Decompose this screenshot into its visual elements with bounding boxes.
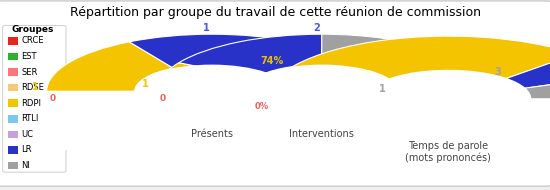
Wedge shape xyxy=(129,34,294,68)
Circle shape xyxy=(245,65,399,118)
Text: 1: 1 xyxy=(203,23,210,32)
Bar xyxy=(8,115,18,123)
Text: Temps de parole
(mots prononcés): Temps de parole (mots prononcés) xyxy=(405,141,491,163)
Text: LR: LR xyxy=(21,145,32,154)
Wedge shape xyxy=(322,34,487,91)
Bar xyxy=(8,37,18,45)
Text: 1: 1 xyxy=(142,79,149,89)
Wedge shape xyxy=(506,54,550,88)
Circle shape xyxy=(366,70,531,127)
Text: 3: 3 xyxy=(494,67,501,77)
Wedge shape xyxy=(267,36,550,99)
Bar xyxy=(8,131,18,138)
Text: RTLI: RTLI xyxy=(21,114,39,123)
Text: CRCE: CRCE xyxy=(21,36,44,45)
Wedge shape xyxy=(250,42,377,91)
Circle shape xyxy=(135,65,289,118)
Text: 0: 0 xyxy=(159,94,166,103)
Text: 1: 1 xyxy=(32,82,39,92)
Wedge shape xyxy=(179,34,322,78)
Text: RDPI: RDPI xyxy=(21,99,41,108)
Text: Répartition par groupe du travail de cette réunion de commission: Répartition par groupe du travail de cet… xyxy=(69,6,481,19)
Text: Groupes: Groupes xyxy=(11,25,53,34)
Text: NI: NI xyxy=(21,161,30,170)
Wedge shape xyxy=(47,42,173,91)
Wedge shape xyxy=(157,63,255,91)
Bar xyxy=(8,84,18,91)
Text: 0: 0 xyxy=(49,94,56,103)
Text: RDSE: RDSE xyxy=(21,83,45,92)
Bar xyxy=(8,53,18,60)
Text: 1: 1 xyxy=(379,84,386,94)
Bar xyxy=(41,91,382,150)
Text: EST: EST xyxy=(21,52,37,61)
Text: 2: 2 xyxy=(313,23,320,32)
Text: 0%: 0% xyxy=(254,102,268,111)
Text: Présents: Présents xyxy=(191,129,233,139)
Bar xyxy=(8,162,18,169)
Bar xyxy=(151,91,492,150)
Bar xyxy=(261,99,550,163)
Text: SER: SER xyxy=(21,67,38,77)
Wedge shape xyxy=(525,75,550,99)
Text: UC: UC xyxy=(21,130,34,139)
Bar xyxy=(8,99,18,107)
Text: Interventions: Interventions xyxy=(289,129,354,139)
FancyBboxPatch shape xyxy=(3,26,66,172)
FancyBboxPatch shape xyxy=(0,1,550,186)
Bar xyxy=(8,68,18,76)
Bar xyxy=(8,146,18,154)
Text: 74%: 74% xyxy=(261,56,284,66)
